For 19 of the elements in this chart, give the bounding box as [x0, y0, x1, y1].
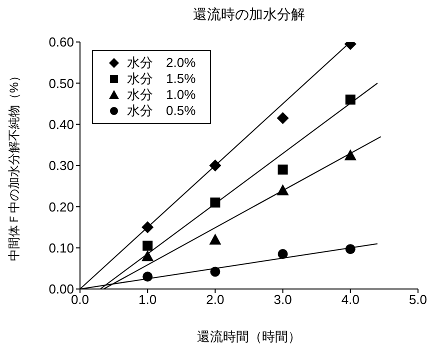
y-tick-label: 0.20 [48, 199, 74, 214]
x-tick-label: 1.0 [138, 292, 157, 308]
x-tick-label: 2.0 [206, 292, 224, 308]
x-tick-label: 5.0 [408, 292, 428, 308]
legend-label: 水分 1.5% [127, 71, 196, 87]
y-axis-title: 中間体Ｆ中の加水分解不純物（%） [7, 70, 21, 261]
y-tick-label: 0.10 [48, 240, 74, 256]
x-tick-label: 4.0 [341, 292, 360, 308]
x-tick-label: 3.0 [274, 292, 292, 308]
x-tick-label: 0.0 [70, 292, 90, 308]
x-axis-title: 還流時間（時間） [197, 329, 301, 344]
y-tick-label: 0.40 [48, 116, 74, 132]
legend-label: 水分 0.5% [127, 103, 196, 119]
y-tick-label: 0.50 [48, 76, 74, 91]
y-tick-label: 0.30 [48, 158, 74, 174]
legend-label: 水分 1.0% [127, 87, 196, 103]
legend-label: 水分 2.0% [127, 55, 196, 71]
y-tick-label: 0.60 [48, 34, 74, 50]
chart-title: 還流時の加水分解 [192, 6, 306, 24]
